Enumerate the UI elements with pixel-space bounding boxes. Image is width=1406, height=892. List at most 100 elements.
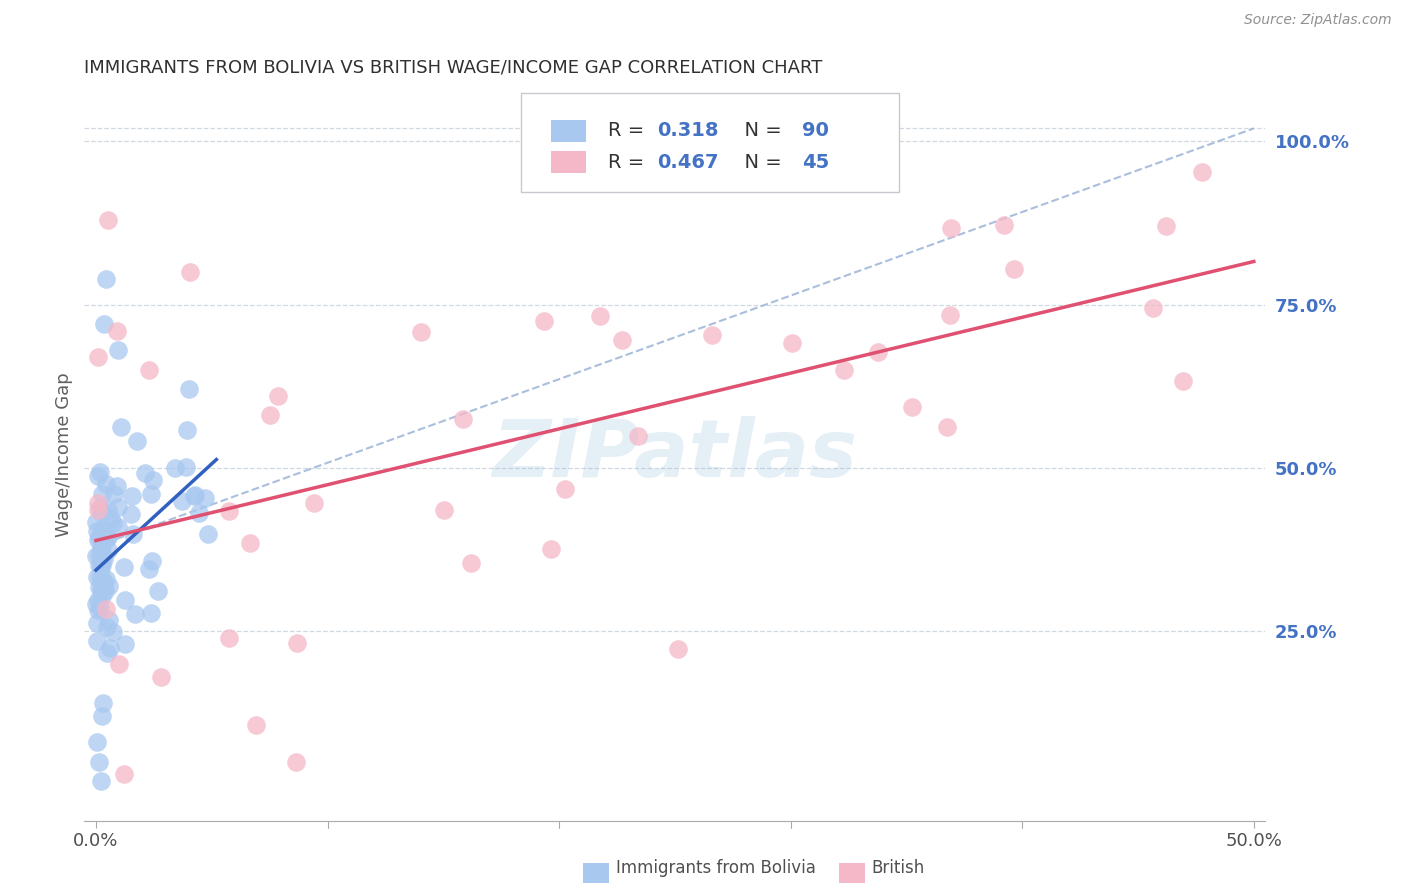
Text: 0.318: 0.318 — [657, 121, 718, 140]
Point — [138, 562, 160, 576]
Point — [98, 613, 121, 627]
Point — [187, 506, 209, 520]
Point — [939, 221, 962, 235]
Point — [98, 640, 121, 655]
Point — [993, 218, 1015, 232]
Point — [93, 581, 115, 595]
Point — [304, 496, 326, 510]
Point — [96, 271, 118, 285]
Point — [141, 554, 163, 568]
Point — [1191, 164, 1213, 178]
Text: 45: 45 — [803, 153, 830, 172]
Point — [91, 573, 114, 587]
Point — [183, 488, 205, 502]
Point — [285, 636, 308, 650]
Point — [96, 476, 118, 491]
Point — [138, 363, 160, 377]
Point — [87, 558, 110, 572]
Point — [91, 709, 114, 723]
Point — [97, 543, 120, 558]
Point — [139, 606, 162, 620]
Point — [91, 529, 114, 543]
Point — [239, 536, 262, 550]
Point — [939, 308, 962, 322]
Point — [90, 522, 112, 536]
Point — [97, 530, 120, 544]
Point — [901, 401, 924, 415]
Text: 0.467: 0.467 — [657, 153, 718, 172]
Point — [96, 620, 118, 634]
Point — [90, 541, 112, 555]
Point — [86, 735, 108, 749]
Point — [114, 593, 136, 607]
Point — [91, 534, 114, 549]
Point — [90, 559, 112, 574]
Point — [433, 503, 456, 517]
Point — [197, 527, 219, 541]
Point — [100, 512, 122, 526]
Point — [90, 582, 112, 597]
Point — [163, 460, 186, 475]
Point — [90, 547, 112, 561]
Y-axis label: Wage/Income Gap: Wage/Income Gap — [55, 373, 73, 537]
Point — [86, 597, 108, 611]
Point — [101, 625, 124, 640]
Point — [96, 646, 118, 660]
Point — [87, 580, 110, 594]
Point — [700, 327, 723, 342]
Point — [89, 531, 111, 545]
Point — [96, 531, 118, 545]
Point — [451, 412, 474, 426]
Point — [1002, 262, 1025, 277]
Point — [87, 755, 110, 769]
Point — [103, 487, 125, 501]
Point — [89, 465, 111, 479]
Point — [780, 335, 803, 350]
Point — [183, 489, 205, 503]
Point — [87, 603, 110, 617]
Text: Source: ZipAtlas.com: Source: ZipAtlas.com — [1244, 13, 1392, 28]
Point — [105, 478, 128, 492]
Point — [612, 334, 634, 348]
Point — [84, 515, 107, 529]
Point — [91, 578, 114, 592]
Point — [94, 572, 117, 586]
Point — [90, 558, 112, 573]
Point — [107, 520, 129, 534]
Point — [86, 634, 108, 648]
Point — [533, 314, 555, 328]
Point — [124, 607, 146, 622]
Point — [107, 343, 129, 358]
Point — [114, 637, 136, 651]
Point — [1154, 219, 1177, 234]
Point — [86, 569, 108, 583]
Point — [589, 309, 612, 323]
Point — [97, 579, 120, 593]
Point — [108, 657, 131, 671]
Point — [194, 491, 217, 505]
Point — [87, 503, 110, 517]
Point — [91, 539, 114, 553]
Point — [120, 508, 142, 522]
Point — [90, 505, 112, 519]
Point — [139, 487, 162, 501]
FancyBboxPatch shape — [551, 120, 586, 142]
Point — [411, 325, 433, 339]
Point — [627, 428, 650, 442]
Point — [91, 696, 114, 710]
Point — [112, 767, 135, 781]
Point — [267, 389, 290, 403]
Point — [87, 533, 110, 547]
Point — [832, 362, 855, 376]
Point — [87, 496, 110, 510]
Point — [149, 670, 172, 684]
Point — [1142, 301, 1164, 315]
FancyBboxPatch shape — [522, 93, 900, 192]
Point — [90, 774, 112, 789]
Point — [94, 584, 117, 599]
Point — [172, 494, 194, 508]
Point — [87, 468, 110, 483]
Point — [89, 571, 111, 585]
Point — [177, 382, 200, 396]
Point — [101, 516, 124, 530]
